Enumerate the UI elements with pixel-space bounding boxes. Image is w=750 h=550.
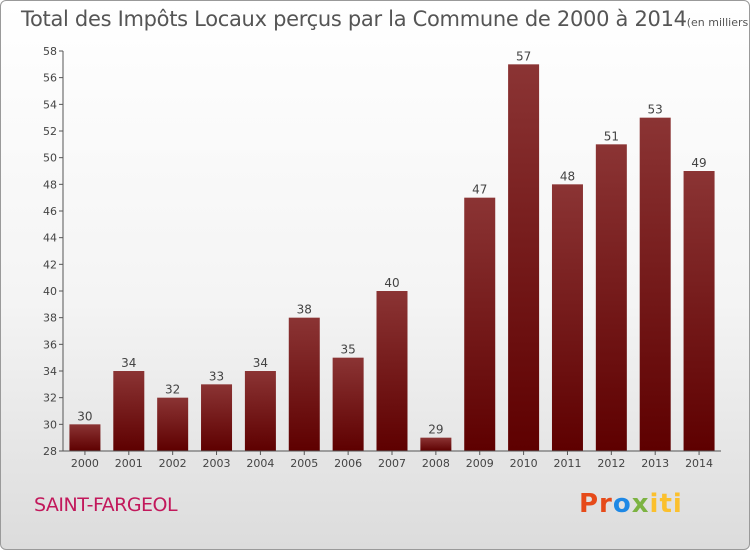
logo-part-4: iti — [649, 489, 683, 519]
bar — [508, 64, 540, 452]
x-tick-label: 2007 — [378, 457, 406, 470]
bar — [420, 437, 452, 451]
bar — [376, 291, 408, 451]
y-tick-label: 32 — [43, 392, 57, 405]
bar-value-label: 32 — [165, 383, 180, 397]
x-tick-label: 2002 — [159, 457, 187, 470]
chart-unit: (en milliers d'€) — [686, 16, 749, 29]
y-tick-label: 42 — [43, 258, 57, 271]
bar — [113, 371, 145, 451]
x-tick-label: 2000 — [71, 457, 99, 470]
commune-name: SAINT-FARGEOL — [34, 494, 178, 516]
bar-value-label: 57 — [516, 49, 531, 63]
bar-value-label: 53 — [648, 103, 663, 117]
bar — [201, 384, 233, 451]
bar — [464, 197, 496, 451]
bar — [639, 117, 671, 452]
y-tick-label: 34 — [43, 365, 57, 378]
y-tick-label: 58 — [43, 45, 57, 58]
bar — [683, 171, 715, 451]
y-tick-label: 40 — [43, 285, 57, 298]
bar-value-label: 38 — [297, 303, 312, 317]
bar-value-label: 51 — [604, 129, 619, 143]
bar — [157, 397, 189, 451]
bar-value-label: 47 — [472, 183, 487, 197]
logo-part-2: o — [612, 489, 632, 519]
x-tick-label: 2008 — [422, 457, 450, 470]
x-axis: 2000 2001 2002 2003 2004 2005 2006 2007 2008 2009… — [63, 450, 721, 470]
bar — [288, 317, 320, 451]
x-tick-label: 2005 — [290, 457, 318, 470]
x-tick-label: 2010 — [510, 457, 538, 470]
bars: 30 34 32 33 34 38 35 40 29 47 57 48 51 53 49 — [69, 49, 715, 452]
y-tick-label: 46 — [43, 205, 57, 218]
chart-title-text: Total des Impôts Locaux perçus par la Co… — [21, 7, 687, 31]
x-tick-label: 2003 — [203, 457, 231, 470]
y-tick-label: 54 — [43, 98, 57, 111]
x-tick-label: 2001 — [115, 457, 143, 470]
bar — [69, 424, 101, 451]
bar-value-label: 40 — [384, 276, 399, 290]
chart-title: Total des Impôts Locaux perçus par la Co… — [21, 7, 749, 31]
y-tick-label: 52 — [43, 125, 57, 138]
x-tick-label: 2009 — [466, 457, 494, 470]
bar-value-label: 34 — [121, 356, 136, 370]
y-tick-label: 30 — [43, 418, 57, 431]
logo-part-1: Pr — [579, 489, 613, 519]
bar-value-label: 30 — [77, 409, 92, 423]
bar-value-label: 29 — [428, 423, 443, 437]
x-tick-label: 2013 — [641, 457, 669, 470]
x-tick-label: 2014 — [685, 457, 713, 470]
bar — [595, 144, 627, 452]
bar — [244, 371, 276, 451]
bar-value-label: 33 — [209, 369, 224, 383]
bar-value-label: 34 — [253, 356, 268, 370]
bar-value-label: 48 — [560, 169, 575, 183]
x-tick-label: 2004 — [246, 457, 274, 470]
y-tick-label: 56 — [43, 72, 57, 85]
x-tick-label: 2006 — [334, 457, 362, 470]
y-tick-label: 36 — [43, 338, 57, 351]
bar-value-label: 49 — [691, 156, 706, 170]
y-tick-label: 48 — [43, 178, 57, 191]
bar-value-label: 35 — [340, 343, 355, 357]
y-tick-label: 44 — [43, 232, 57, 245]
proxiti-logo: Proxiti — [579, 489, 683, 519]
x-tick-label: 2011 — [553, 457, 581, 470]
y-tick-label: 38 — [43, 312, 57, 325]
bar — [332, 357, 364, 451]
x-tick-label: 2012 — [597, 457, 625, 470]
y-tick-label: 28 — [43, 445, 57, 458]
logo-part-3: x — [631, 489, 650, 519]
bar — [551, 184, 583, 452]
y-axis: 28 30 32 34 36 38 40 42 44 46 48 50 52 54 56 58 — [43, 45, 64, 458]
y-tick-label: 50 — [43, 152, 57, 165]
